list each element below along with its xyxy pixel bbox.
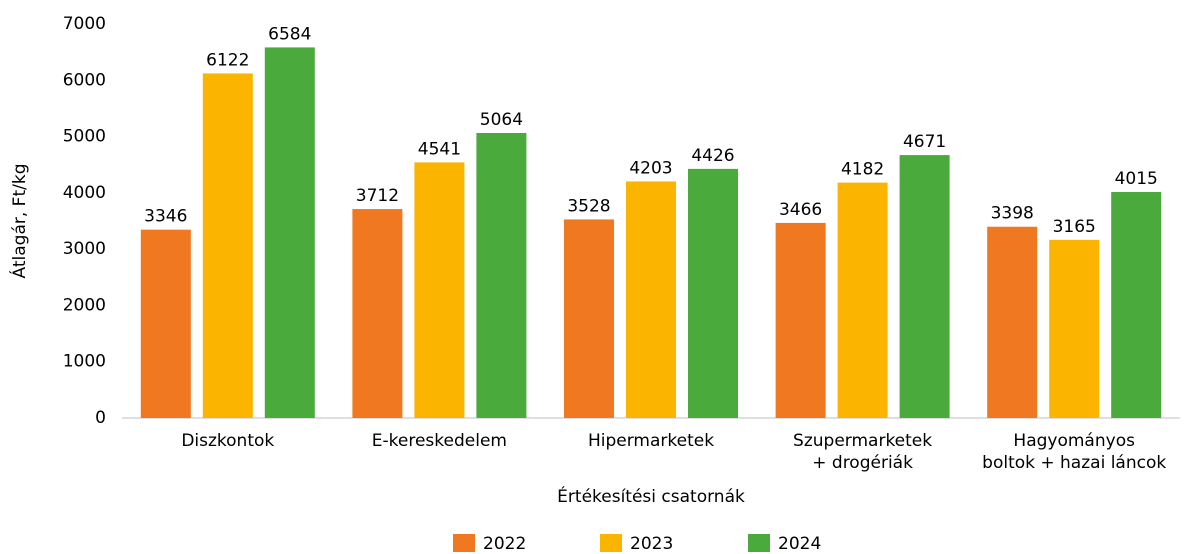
- legend-label: 2023: [630, 534, 673, 554]
- y-tick-label: 2000: [63, 295, 106, 315]
- data-label: 3346: [144, 207, 187, 227]
- data-label: 6584: [268, 24, 311, 44]
- data-label: 4015: [1115, 169, 1158, 189]
- bar: [899, 155, 950, 419]
- bar: [837, 182, 888, 418]
- x-tick-label: Szupermarketek + drogériák: [793, 431, 933, 473]
- x-axis-title: Értékesítési csatornák: [557, 485, 745, 507]
- bar: [414, 162, 465, 418]
- data-label: 3466: [779, 200, 822, 220]
- data-label: 6122: [206, 50, 249, 70]
- y-tick-label: 7000: [63, 14, 106, 34]
- x-tick-label: Diszkontok: [181, 431, 275, 451]
- data-label: 3528: [567, 196, 610, 216]
- bar: [476, 132, 527, 418]
- y-tick-label: 3000: [63, 239, 106, 259]
- y-tick-label: 0: [95, 408, 106, 428]
- legend-swatch: [453, 534, 475, 552]
- data-label: 3398: [991, 204, 1034, 224]
- data-label: 4426: [691, 146, 734, 166]
- x-tick-label: Hipermarketek: [587, 431, 715, 451]
- bar: [202, 73, 253, 418]
- bar: [626, 181, 676, 418]
- x-tick-label: E-kereskedelem: [371, 431, 507, 451]
- bar: [775, 222, 826, 418]
- data-label: 4182: [841, 160, 884, 180]
- y-tick-label: 1000: [63, 352, 106, 372]
- data-label: 4203: [629, 158, 672, 178]
- bar: [140, 229, 191, 418]
- bar: [564, 219, 614, 418]
- legend-label: 2022: [483, 534, 526, 554]
- legend-swatch: [748, 534, 770, 552]
- bar: [1111, 192, 1162, 418]
- data-label: 5064: [480, 110, 523, 130]
- bar: [987, 226, 1038, 418]
- bar: [352, 209, 403, 418]
- data-label: 4541: [418, 139, 461, 159]
- bar: [1049, 239, 1100, 418]
- bar: [688, 168, 738, 418]
- data-label: 4671: [903, 132, 946, 152]
- bar: [264, 47, 315, 418]
- data-label: 3712: [356, 186, 399, 206]
- legend-swatch: [600, 534, 622, 552]
- y-axis-title: Átlagár, Ft/kg: [8, 164, 30, 279]
- y-tick-label: 4000: [63, 183, 106, 203]
- y-tick-label: 6000: [63, 70, 106, 90]
- y-tick-label: 5000: [63, 127, 106, 147]
- x-tick-label: Hagyományos boltok + hazai láncok: [982, 431, 1167, 473]
- legend-label: 2024: [778, 534, 821, 554]
- data-label: 3165: [1053, 217, 1096, 237]
